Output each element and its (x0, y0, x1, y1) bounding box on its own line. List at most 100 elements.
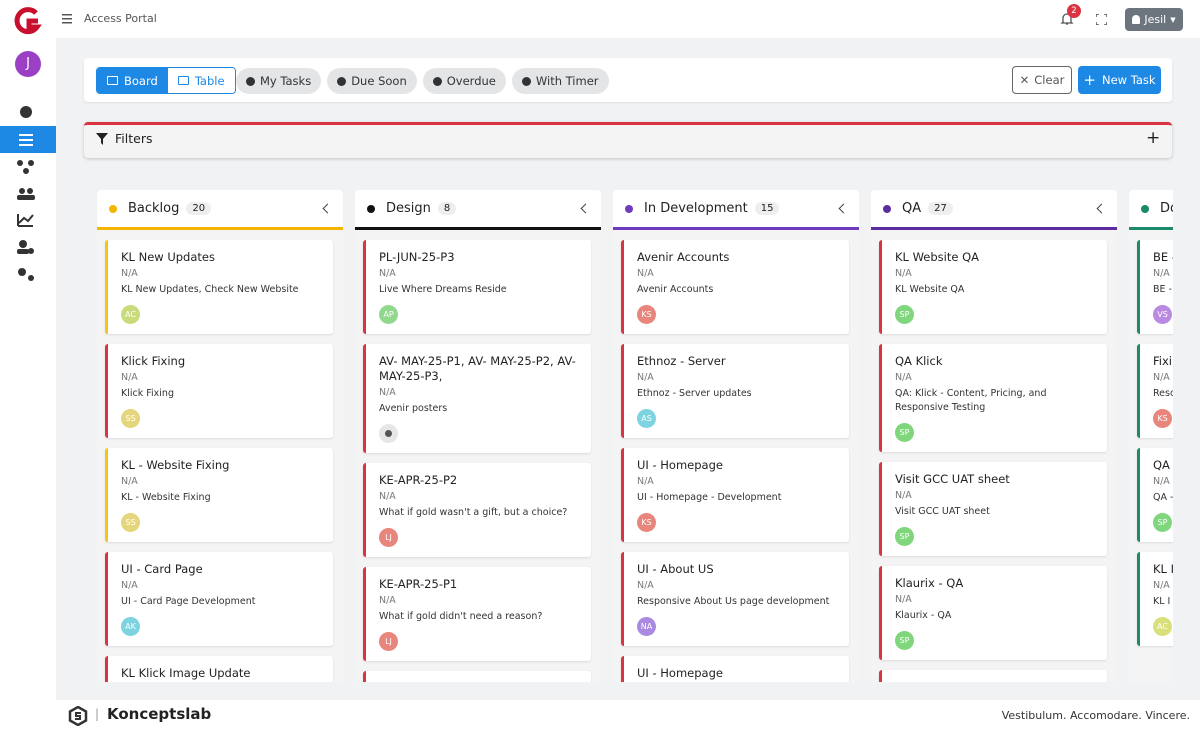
quick-filter[interactable]: Overdue (422, 68, 506, 94)
column-header: Design 8 (355, 190, 601, 230)
task-card[interactable]: KE-APR-25-P1 N/A What if gold didn't need … (363, 567, 591, 661)
task-card[interactable]: KL Website QA N/A KL Website QA SP (879, 240, 1107, 334)
task-card[interactable]: UI - Card Page N/A UI - Card Page Developm… (105, 552, 333, 646)
column-name: QA (902, 201, 922, 216)
task-card[interactable]: Klaurix - QA N/A Klaurix - QA SP (879, 566, 1107, 660)
quick-filter[interactable]: My Tasks (236, 68, 322, 94)
kanban-board: Backlog 20 KL New Updates N/A KL New Updates… (84, 178, 1173, 695)
view-icon (177, 76, 189, 85)
task-card[interactable]: UI - Homepage N/A UI - Homepage - Developm… (621, 448, 849, 542)
add-assignee-icon (385, 430, 392, 437)
task-description: KL Website QA (895, 284, 965, 295)
new-task-button[interactable]: + New Task (1078, 66, 1161, 94)
user-menu[interactable]: Jesil ▼ (1125, 8, 1183, 31)
filter-icon (96, 133, 108, 145)
task-description: Responsive About Us page development (637, 596, 830, 607)
assignee-avatar: KS (637, 305, 656, 324)
column-header: Backlog 20 (97, 190, 343, 230)
task-card[interactable]: UI - About US N/A Responsive About Us page… (621, 552, 849, 646)
task-title: KL Blog Auth (895, 680, 1095, 682)
task-card[interactable]: PL-JUN-25-P3 N/A Live Where Dreams Reside A… (363, 240, 591, 334)
view-toggle: Board Table (96, 67, 236, 94)
task-status: N/A (121, 476, 138, 487)
view-button[interactable]: Board (97, 68, 168, 93)
task-title: Ethnoz - Server (637, 354, 726, 368)
task-card[interactable]: QA Klick N/A QA: Klick - Content, Pricing,… (879, 344, 1107, 452)
column-count: 27 (928, 202, 953, 215)
task-card[interactable]: KL Blog Auth (879, 670, 1107, 682)
column: Backlog 20 KL New Updates N/A KL New Updates… (97, 190, 343, 682)
task-status: N/A (1153, 580, 1170, 591)
task-card[interactable]: Ethnoz - Server N/A Ethnoz - Server update… (621, 344, 849, 438)
filters-panel[interactable]: Filters + (84, 122, 1172, 158)
task-card[interactable]: UI - Homepage (621, 656, 849, 682)
menu-icon[interactable] (62, 13, 74, 25)
task-card[interactable]: Fixin N/A Reso right KS (1137, 344, 1173, 438)
task-status: N/A (895, 268, 912, 279)
collapse-icon[interactable] (838, 203, 849, 214)
column-count: 8 (437, 202, 457, 215)
task-status: N/A (379, 387, 396, 398)
quick-filter-label: Due Soon (351, 74, 407, 88)
task-card[interactable]: BE - N/A BE - VS (1137, 240, 1173, 334)
assignee-avatar: KS (637, 513, 656, 532)
assignee-avatar: SS (121, 409, 140, 428)
quick-filter-icon (337, 76, 347, 86)
task-card[interactable]: KL New Updates N/A KL New Updates, Check N… (105, 240, 333, 334)
task-title: KL - Website Fixing (121, 458, 230, 472)
task-status: N/A (895, 490, 912, 501)
task-title: KE-APR-25-P1 (379, 577, 458, 591)
task-card[interactable]: KE-APR-25-P2 N/A What if gold wasn't a gif… (363, 463, 591, 557)
add-assignee[interactable] (379, 424, 398, 443)
assignee-avatar: AK (121, 617, 140, 636)
task-description: UI - Card Page Development (121, 596, 256, 607)
task-status: N/A (121, 268, 138, 279)
task-description: Ethnoz - Server updates (637, 388, 752, 399)
task-card[interactable]: NFC-APR-25-M5 (363, 671, 591, 682)
task-description: What if gold wasn't a gift, but a choice… (379, 507, 568, 518)
task-title: KL Website QA (895, 250, 980, 264)
task-title: UI - About US (637, 562, 714, 576)
top-bar: Access Portal 2 Jesil ▼ (56, 0, 1200, 38)
quick-filter-label: With Timer (535, 74, 599, 88)
task-card[interactable]: KL - Website Fixing N/A KL - Website Fixin… (105, 448, 333, 542)
quick-filter-icon (246, 76, 255, 86)
task-title: PL-JUN-25-P3 (379, 250, 455, 264)
assignee-avatar: SP (895, 305, 914, 324)
column-dot (109, 204, 117, 213)
task-description: BE - (1153, 284, 1172, 295)
task-title: QA (1153, 458, 1170, 472)
task-card[interactable]: QA N/A QA - CRM SP (1137, 448, 1173, 542)
task-card[interactable]: Avenir Accounts N/A Avenir Accounts KS (621, 240, 849, 334)
new-task-label: New Task (1102, 73, 1156, 87)
column-name: Backlog (128, 201, 180, 216)
task-status: N/A (637, 476, 654, 487)
assignee-avatar: AS (637, 409, 656, 428)
task-status: N/A (379, 595, 396, 606)
fullscreen-icon[interactable] (1096, 14, 1107, 25)
task-card[interactable]: Klick Fixing N/A Klick Fixing SS (105, 344, 333, 438)
clear-button[interactable]: ✕ Clear (1012, 66, 1072, 94)
task-description: Klaurix - QA (895, 610, 952, 621)
task-status: N/A (379, 491, 396, 502)
assignee-avatar: SS (121, 513, 140, 532)
column-count: 15 (754, 202, 780, 215)
quick-filter[interactable]: Due Soon (327, 68, 417, 94)
collapse-icon[interactable] (580, 203, 591, 214)
assignee-avatar: LJ (379, 632, 398, 651)
assignee-avatar: KS (1153, 409, 1172, 428)
column-dot (883, 204, 891, 213)
column-header: QA 27 (871, 190, 1117, 230)
task-card[interactable]: KL Klick Image Update (105, 656, 333, 682)
collapse-icon[interactable] (322, 203, 333, 214)
task-card[interactable]: Visit GCC UAT sheet N/A Visit GCC UAT shee… (879, 462, 1107, 556)
collapse-icon[interactable] (1096, 203, 1107, 214)
view-button[interactable]: Table (167, 68, 235, 93)
view-label: Board (124, 73, 158, 88)
quick-filter[interactable]: With Timer (511, 68, 609, 94)
task-card[interactable]: AV- MAY-25-P1, AV- MAY-25-P2, AV-MAY-25-… (363, 344, 591, 453)
task-description: Klick Fixing (121, 388, 174, 399)
task-description: Avenir posters (379, 403, 448, 414)
task-card[interactable]: KL I N/A KL I AC (1137, 552, 1173, 646)
filters-toggle[interactable]: + (1146, 128, 1161, 148)
